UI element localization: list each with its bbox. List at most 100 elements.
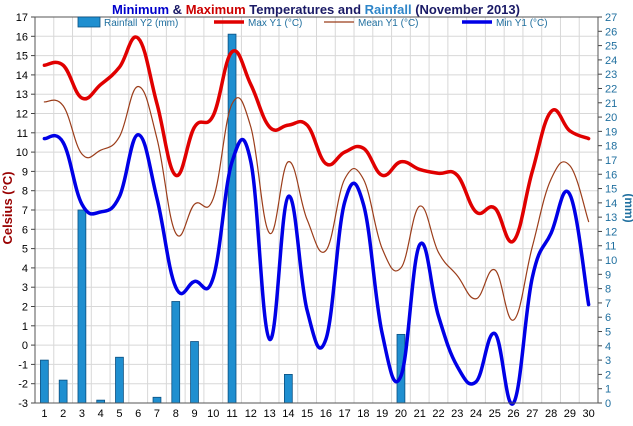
y-tick-label: 17	[16, 12, 28, 24]
legend-item: Max Y1 (°C)	[214, 18, 302, 29]
x-tick-label: 2	[60, 408, 66, 420]
y-tick-label: 10	[16, 147, 28, 159]
x-tick-label: 14	[282, 408, 294, 420]
y2-tick-label: 21	[605, 98, 617, 110]
y2-tick-label: 24	[605, 55, 617, 67]
y-tick-label: -3	[18, 398, 28, 410]
y2-tick-label: 25	[605, 41, 617, 53]
legend: Rainfall Y2 (mm) Max Y1 (°C) Mean Y1 (°C) M…	[78, 17, 548, 29]
legend-item: Mean Y1 (°C)	[324, 18, 419, 29]
y-tick-label: 2	[22, 302, 28, 314]
y2-tick-label: 3	[605, 355, 611, 367]
rainfall-bar	[153, 397, 161, 403]
rainfall-bar	[40, 360, 48, 403]
y2-tick-label: 19	[605, 126, 617, 138]
rainfall-bar	[59, 380, 67, 403]
y-tick-label: 7	[22, 205, 28, 217]
y2-tick-label: 6	[605, 312, 611, 324]
y2-tick-label: 10	[605, 255, 617, 267]
y-tick-label: -1	[18, 359, 28, 371]
x-tick-label: 20	[395, 408, 407, 420]
rainfall-bar	[228, 34, 236, 403]
y2-tick-label: 8	[605, 284, 611, 296]
x-tick-label: 5	[116, 408, 122, 420]
rainfall-bar	[172, 301, 180, 403]
y-tick-label: 16	[16, 31, 28, 43]
y-tick-label: -2	[18, 379, 28, 391]
y2-tick-label: 26	[605, 26, 617, 38]
y2-tick-label: 11	[605, 241, 616, 253]
title-and: &	[169, 2, 186, 17]
x-tick-label: 28	[545, 408, 557, 420]
y2-tick-label: 5	[605, 327, 611, 339]
y2-tick-label: 9	[605, 269, 611, 281]
y-tick-label: 1	[22, 321, 28, 333]
y2-tick-label: 4	[605, 341, 611, 353]
title-minimum: Minimum	[112, 2, 169, 17]
x-tick-label: 16	[320, 408, 332, 420]
y2-tick-label: 20	[605, 112, 617, 124]
x-tick-label: 26	[507, 408, 519, 420]
y2-tick-label: 13	[605, 212, 617, 224]
x-tick-label: 27	[526, 408, 538, 420]
y2-tick-label: 17	[605, 155, 617, 167]
y2-tick-label: 16	[605, 169, 617, 181]
y-tick-label: 9	[22, 166, 28, 178]
x-tick-label: 12	[245, 408, 257, 420]
x-tick-label: 6	[135, 408, 141, 420]
legend-swatch	[78, 17, 100, 27]
x-tick-label: 25	[489, 408, 501, 420]
y2-tick-label: 12	[605, 226, 617, 238]
x-tick-label: 18	[357, 408, 369, 420]
y-tick-label: 5	[22, 244, 28, 256]
x-tick-label: 30	[582, 408, 594, 420]
legend-item: Rainfall Y2 (mm)	[78, 17, 178, 29]
x-tick-label: 11	[226, 408, 237, 420]
x-tick-label: 29	[564, 408, 576, 420]
title-maximum: Maximum	[186, 2, 246, 17]
x-tick-label: 8	[173, 408, 179, 420]
x-tick-label: 1	[41, 408, 47, 420]
y2-tick-label: 2	[605, 369, 611, 381]
rainfall-bar	[191, 342, 199, 403]
legend-label: Min Y1 (°C)	[496, 18, 548, 29]
y-tick-label: 3	[22, 282, 28, 294]
rainfall-bar	[116, 357, 124, 403]
y-tick-label: 6	[22, 224, 28, 236]
y-tick-label: 15	[16, 51, 28, 63]
y2-axis-label: (mm)	[622, 193, 633, 222]
y2-tick-label: 15	[605, 184, 617, 196]
y-axis-label: Celsius (°C)	[0, 171, 15, 244]
y-tick-label: 11	[17, 128, 28, 140]
x-tick-label: 24	[470, 408, 482, 420]
y2-tick-label: 1	[605, 384, 611, 396]
x-tick-label: 9	[191, 408, 197, 420]
y-tick-label: 14	[16, 70, 28, 82]
y2-tick-label: 27	[605, 12, 617, 24]
legend-label: Rainfall Y2 (mm)	[104, 18, 178, 29]
x-tick-label: 13	[263, 408, 275, 420]
x-tick-label: 19	[376, 408, 388, 420]
y2-tick-label: 22	[605, 83, 617, 95]
rainfall-bar	[78, 210, 86, 403]
title-rainfall: Rainfall	[365, 2, 412, 17]
rainfall-bar	[284, 374, 292, 403]
y-tick-label: 12	[16, 109, 28, 121]
chart-title: Minimum & Maximum Temperatures and Rainf…	[112, 2, 520, 17]
y2-tick-label: 14	[605, 198, 617, 210]
x-tick-label: 23	[451, 408, 463, 420]
legend-label: Mean Y1 (°C)	[358, 18, 419, 29]
y2-tick-label: 7	[605, 298, 611, 310]
y-tick-label: 8	[22, 186, 28, 198]
x-tick-label: 3	[79, 408, 85, 420]
legend-item: Min Y1 (°C)	[462, 18, 548, 29]
x-tick-label: 7	[154, 408, 160, 420]
title-month: (November 2013)	[412, 2, 520, 17]
x-tick-label: 10	[207, 408, 219, 420]
y2-tick-label: 0	[605, 398, 611, 410]
x-tick-label: 21	[414, 408, 426, 420]
legend-label: Max Y1 (°C)	[248, 18, 302, 29]
x-tick-label: 15	[301, 408, 313, 420]
